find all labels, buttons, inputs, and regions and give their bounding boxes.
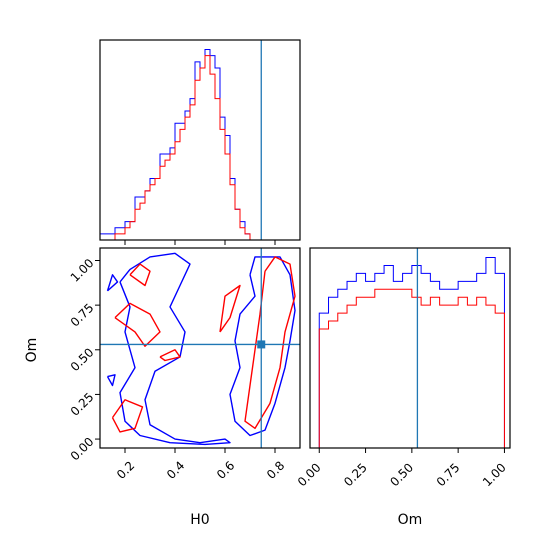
om-marginal-panel: 0.00 0.25 0.50 0.75 1.00 Om (295, 247, 511, 528)
contour-0-2 (106, 374, 116, 387)
joint-truth-marker (257, 340, 266, 349)
om-marginal-tick-label-3: 0.75 (434, 460, 463, 489)
om-marginal-tick-label-0: 0.00 (295, 460, 324, 489)
h0-marginal-ticks (124, 240, 276, 245)
om-histogram-steps (318, 257, 505, 448)
joint-x-tick-label-3: 0.8 (264, 458, 287, 481)
joint-frame (99, 247, 301, 449)
contour-1-1 (114, 302, 161, 347)
joint-x-ticks: 0.2 0.4 0.6 0.8 (114, 448, 287, 482)
contour-1-4 (219, 284, 241, 333)
om-marginal-x-ticks: 0.00 0.25 0.50 0.75 1.00 (295, 448, 509, 489)
contour-0-1 (229, 256, 296, 437)
h0-histogram-steps (100, 49, 251, 240)
x-axis-title-om: Om (398, 512, 423, 528)
joint-y-tick-label-1: 0.25 (68, 390, 97, 419)
contour-1-0 (129, 263, 151, 287)
h0-marginal-frame (99, 39, 301, 241)
h0-marginal-panel (99, 39, 301, 245)
contour-1-3 (244, 256, 296, 430)
joint-x-tick-label-0: 0.2 (114, 458, 137, 481)
contour-0-0 (119, 252, 231, 446)
joint-y-tick-label-4: 1.00 (68, 256, 97, 285)
joint-x-tick-label-2: 0.6 (214, 458, 237, 481)
joint-x-tick-label-1: 0.4 (164, 458, 187, 481)
joint-contours (106, 252, 296, 446)
joint-contour-panel: 0.2 0.4 0.6 0.8 0.00 0.25 0.50 0.75 1.00 H0 Om (24, 247, 301, 528)
x-axis-title-h0: H0 (190, 512, 209, 528)
joint-y-tick-label-2: 0.50 (68, 345, 97, 374)
om-marginal-tick-label-2: 0.50 (387, 460, 416, 489)
om-hist-series-1 (318, 288, 505, 448)
om-marginal-tick-label-1: 0.25 (341, 460, 370, 489)
h0-hist-series-1 (100, 55, 251, 240)
y-axis-title-om: Om (24, 338, 40, 363)
joint-y-tick-label-0: 0.00 (68, 435, 97, 464)
om-hist-series-0 (318, 257, 505, 448)
contour-0-3 (106, 274, 119, 292)
joint-y-ticks: 0.00 0.25 0.50 0.75 1.00 (68, 256, 100, 463)
om-marginal-tick-label-4: 1.00 (480, 460, 509, 489)
contour-1-5 (159, 349, 181, 362)
contour-1-2 (111, 399, 144, 433)
om-marginal-frame (309, 247, 511, 449)
joint-y-tick-label-3: 0.75 (68, 301, 97, 330)
